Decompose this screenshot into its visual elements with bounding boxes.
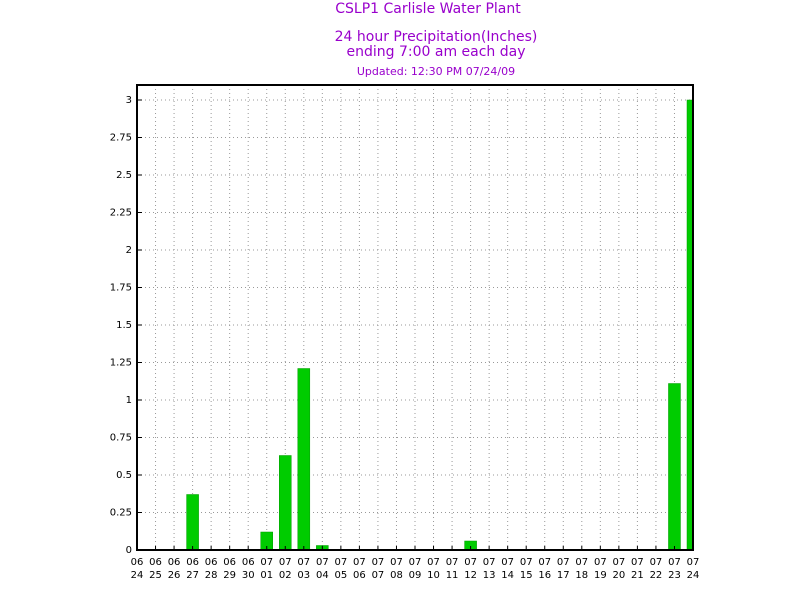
x-tick-label: 07 [390,557,403,568]
x-tick-label: 07 [631,557,644,568]
x-tick-label: 24 [687,570,700,581]
y-tick-label: 2.75 [110,133,132,144]
x-tick-label: 22 [650,570,663,581]
x-tick-label: 07 [372,557,385,568]
y-tick-label: 2 [126,245,132,256]
y-tick-label: 0.75 [110,433,132,444]
x-tick-label: 17 [557,570,570,581]
x-tick-label: 13 [483,570,496,581]
y-tick-label: 0.5 [116,470,132,481]
bar [297,368,311,550]
x-tick-label: 19 [594,570,607,581]
x-tick-label: 12 [464,570,477,581]
x-tick-label: 01 [260,570,273,581]
updated-note: Updated: 12:30 PM 07/24/09 [357,65,515,78]
bar [279,455,292,550]
chart-subtitle: ending 7:00 am each day [347,44,526,60]
x-tick-label: 06 [131,557,144,568]
x-tick-label: 07 [612,557,625,568]
y-tick-label: 1 [126,395,132,406]
x-tick-label: 07 [316,557,329,568]
x-tick-label: 29 [223,570,236,581]
y-tick-label: 3 [126,95,132,106]
bar [668,383,681,550]
x-tick-label: 07 [575,557,588,568]
grid [136,85,694,551]
x-tick-label: 07 [353,557,366,568]
x-tick-label: 07 [297,557,310,568]
x-tick-label: 23 [668,570,681,581]
x-tick-label: 07 [464,557,477,568]
x-tick-label: 05 [334,570,347,581]
x-tick-label: 06 [186,557,199,568]
x-tick-label: 07 [372,570,385,581]
x-tick-label: 26 [168,570,181,581]
x-tick-label: 27 [186,570,199,581]
y-tick-label: 1.25 [110,358,132,369]
x-tick-label: 07 [501,557,514,568]
x-tick-label: 06 [205,557,218,568]
bar [260,531,273,550]
x-tick-label: 07 [557,557,570,568]
bars [186,99,693,550]
x-tick-label: 08 [390,570,403,581]
x-tick-label: 02 [279,570,292,581]
x-tick-label: 24 [131,570,144,581]
y-tick-label: 1.75 [110,283,132,294]
bar [686,99,693,550]
x-tick-label: 07 [427,557,440,568]
x-tick-label: 06 [168,557,181,568]
bar [464,540,477,550]
x-tick-label: 07 [483,557,496,568]
x-tick-label: 07 [650,557,663,568]
x-tick-label: 07 [538,557,551,568]
x-tick-label: 21 [631,570,644,581]
x-tick-label: 07 [446,557,459,568]
x-tick-label: 03 [297,570,310,581]
x-tick-label: 14 [501,570,514,581]
y-tick-label: 0 [126,545,132,556]
x-tick-label: 28 [205,570,218,581]
x-tick-label: 20 [612,570,625,581]
x-tick-label: 07 [594,557,607,568]
y-tick-label: 2.25 [110,208,132,219]
labels: 0 0.25 0.5 0.75 1 1.25 1.5 1.75 2 2.25 2.5 2.75 3 06 2… [110,95,700,581]
x-tick-label: 07 [687,557,700,568]
bar [186,494,199,550]
x-tick-label: 30 [242,570,255,581]
x-tick-label: 07 [668,557,681,568]
x-tick-label: 09 [409,570,422,581]
x-tick-label: 07 [334,557,347,568]
x-tick-label: 07 [260,557,273,568]
x-tick-label: 16 [538,570,551,581]
x-tick-label: 07 [520,557,533,568]
y-tick-label: 2.5 [116,170,132,181]
x-tick-label: 11 [446,570,459,581]
x-tick-label: 04 [316,570,329,581]
y-tick-label: 1.5 [116,320,132,331]
y-tick-label: 0.25 [110,508,132,519]
x-tick-label: 07 [409,557,422,568]
x-tick-label: 06 [353,570,366,581]
chart-subtitle: 24 hour Precipitation(Inches) [335,29,538,45]
x-tick-label: 06 [242,557,255,568]
x-tick-label: 18 [575,570,588,581]
chart-title: CSLP1 Carlisle Water Plant [335,1,521,17]
x-tick-label: 06 [223,557,236,568]
x-tick-label: 10 [427,570,440,581]
x-tick-label: 07 [279,557,292,568]
x-tick-label: 06 [149,557,162,568]
x-tick-label: 25 [149,570,162,581]
x-tick-label: 15 [520,570,533,581]
